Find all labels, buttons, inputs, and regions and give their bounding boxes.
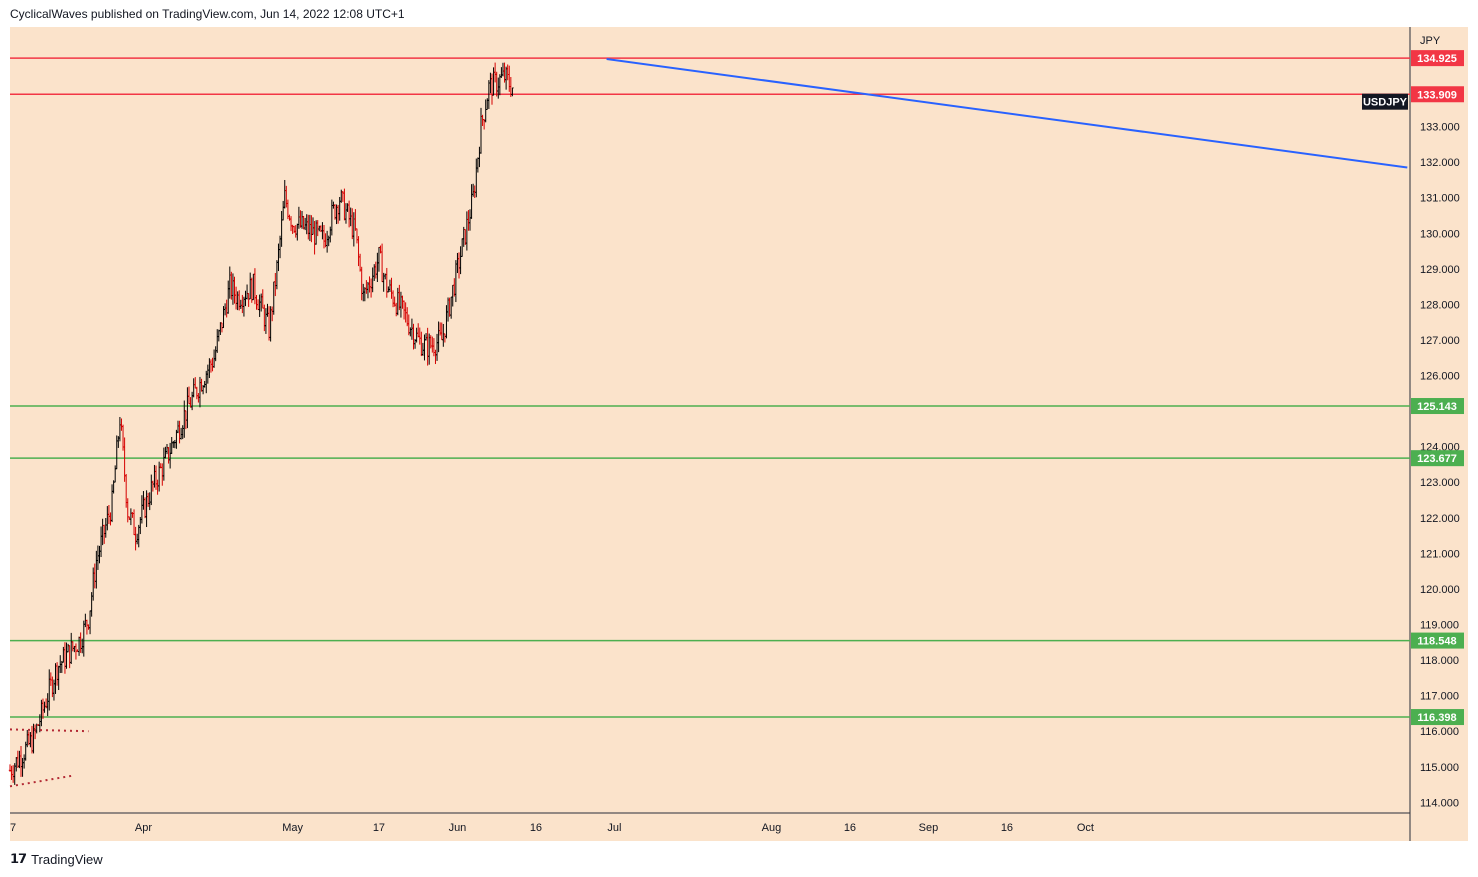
price-tick-label: 118.000 bbox=[1420, 655, 1459, 667]
currency-label: JPY bbox=[1420, 35, 1441, 47]
price-tick-label: 128.000 bbox=[1420, 299, 1460, 311]
time-tick-label: Sep bbox=[919, 822, 939, 834]
time-tick-label: Apr bbox=[135, 822, 152, 834]
price-tick-label: 130.000 bbox=[1420, 228, 1460, 240]
time-tick-label: Jul bbox=[607, 822, 621, 834]
dotted-line[interactable] bbox=[9, 774, 73, 788]
price-level-label: 133.909 bbox=[1417, 89, 1457, 101]
price-level-badge bbox=[1411, 86, 1464, 103]
price-tick-label: 121.000 bbox=[1420, 548, 1460, 560]
time-tick-label: Oct bbox=[1077, 822, 1094, 834]
tradingview-logo-icon: 𝟭𝟳 bbox=[10, 851, 27, 866]
trend-line[interactable] bbox=[606, 58, 1408, 169]
time-tick-label: 16 bbox=[844, 822, 856, 834]
price-axis-background bbox=[1410, 27, 1468, 813]
price-level-badge bbox=[1411, 50, 1464, 67]
price-level-label: 134.925 bbox=[1417, 53, 1457, 65]
plot-background bbox=[10, 27, 1410, 813]
time-tick-label: 17 bbox=[373, 822, 385, 834]
symbol-badge bbox=[1362, 93, 1408, 110]
publisher-header: CyclicalWaves published on TradingView.c… bbox=[10, 7, 405, 21]
time-tick-label: 16 bbox=[530, 822, 542, 834]
footer: 𝟭𝟳 TradingView bbox=[10, 851, 103, 867]
price-tick-label: 132.000 bbox=[1420, 157, 1460, 169]
price-level-label: 118.548 bbox=[1417, 636, 1456, 648]
price-tick-label: 117.000 bbox=[1420, 691, 1459, 703]
price-tick-label: 129.000 bbox=[1420, 264, 1460, 276]
price-tick-label: 133.000 bbox=[1420, 122, 1460, 134]
price-tick-label: 122.000 bbox=[1420, 513, 1460, 525]
price-tick-label: 114.000 bbox=[1420, 797, 1459, 809]
footer-brand: TradingView bbox=[31, 851, 103, 867]
price-tick-label: 126.000 bbox=[1420, 371, 1460, 383]
time-axis-background bbox=[10, 813, 1468, 841]
symbol-badge-label: USDJPY bbox=[1363, 97, 1408, 109]
price-level-badge bbox=[1411, 709, 1464, 726]
time-tick-label: 16 bbox=[1001, 822, 1013, 834]
time-tick-label: 7 bbox=[10, 822, 16, 834]
price-tick-label: 123.000 bbox=[1420, 477, 1460, 489]
price-tick-label: 115.000 bbox=[1420, 762, 1459, 774]
dotted-line[interactable] bbox=[9, 728, 89, 733]
price-tick-label: 119.000 bbox=[1420, 620, 1459, 632]
price-level-badge bbox=[1411, 398, 1464, 415]
price-level-badge bbox=[1411, 632, 1464, 649]
price-tick-label: 120.000 bbox=[1420, 584, 1460, 596]
price-tick-label: 131.000 bbox=[1420, 193, 1460, 205]
price-tick-label: 116.000 bbox=[1420, 726, 1459, 738]
price-level-badge bbox=[1411, 450, 1464, 467]
price-level-label: 125.143 bbox=[1417, 401, 1457, 413]
price-level-label: 123.677 bbox=[1417, 453, 1457, 465]
price-tick-label: 127.000 bbox=[1420, 335, 1460, 347]
time-tick-label: May bbox=[282, 822, 303, 834]
time-tick-label: Jun bbox=[449, 822, 467, 834]
price-level-label: 116.398 bbox=[1417, 712, 1456, 724]
time-tick-label: Aug bbox=[762, 822, 782, 834]
